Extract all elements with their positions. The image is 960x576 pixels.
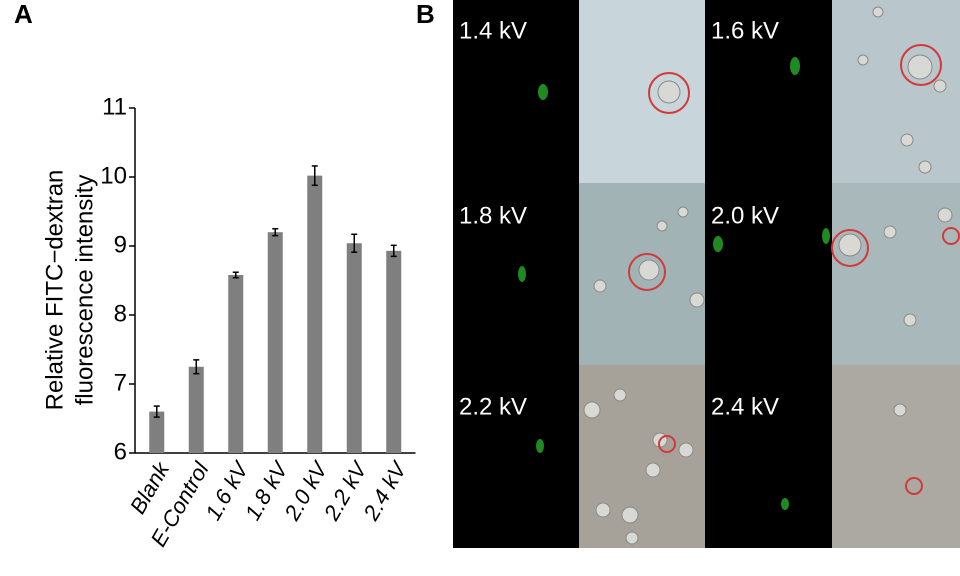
micrograph-grid: 1.4 kV 1.6 kV 1.8 kV 2.0 kV 2.2 kV 2.4 kV (453, 0, 960, 548)
micrograph-label: 2.0 kV (711, 202, 779, 229)
error-bar (390, 244, 397, 258)
panel-label: B (416, 0, 435, 29)
micrograph-label: 1.4 kV (459, 17, 527, 44)
bar (386, 250, 402, 453)
y-tick-label: 10 (100, 162, 127, 189)
y-tick-label: 7 (114, 369, 127, 396)
y-tick-label: 9 (114, 231, 127, 258)
y-axis-title: fluorescence intensity (71, 175, 98, 406)
error-bar (351, 233, 358, 253)
error-bar (232, 271, 239, 279)
bar (228, 274, 244, 453)
highlight-circles (628, 44, 960, 495)
error-bar (311, 165, 318, 187)
bar (149, 411, 165, 453)
bar (346, 243, 362, 453)
y-axis-title: Relative FITC−dextran (41, 170, 68, 411)
error-bar (272, 228, 279, 237)
micrograph-label: 1.8 kV (459, 202, 527, 229)
error-bar (193, 359, 200, 375)
brightfield-image (579, 0, 705, 183)
micrograph-label: 1.6 kV (711, 17, 779, 44)
y-tick-label: 8 (114, 300, 127, 327)
micrograph-label: 2.2 kV (459, 393, 527, 420)
bar (307, 175, 323, 453)
error-bar (153, 405, 160, 418)
bar (267, 232, 283, 453)
fluorescent-spots (518, 57, 830, 510)
y-tick-label: 6 (114, 438, 127, 465)
bar (188, 366, 204, 453)
x-tick-label: 2.4 kV (358, 456, 412, 525)
micrograph-label: 2.4 kV (711, 393, 779, 420)
cells (583, 6, 953, 545)
brightfield-image (832, 365, 960, 548)
y-tick-label: 11 (102, 93, 127, 120)
panel-label: A (14, 0, 33, 29)
